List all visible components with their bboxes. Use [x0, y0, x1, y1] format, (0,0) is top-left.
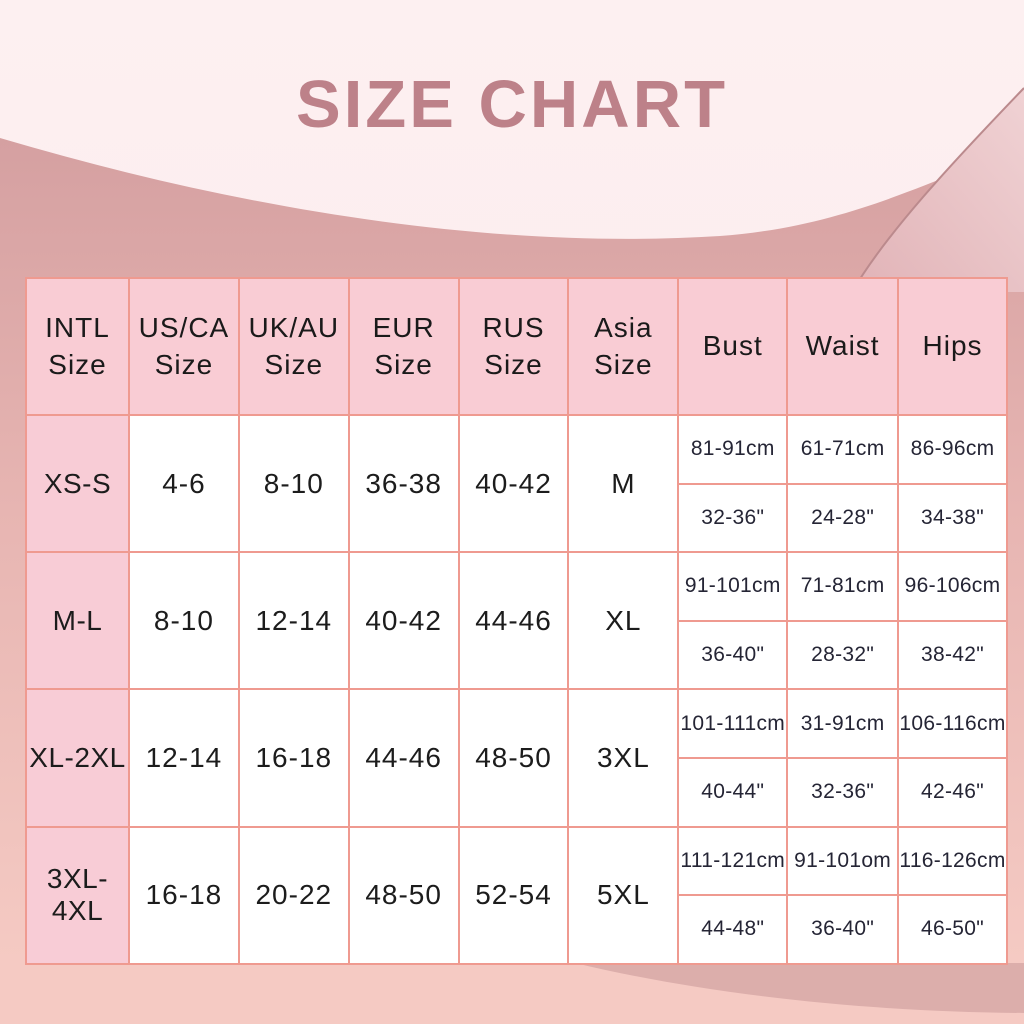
cell-intl-size: XS-S — [25, 413, 130, 554]
cell-waist-in: 32-36" — [786, 756, 900, 828]
cell-intl-size: M-L — [25, 551, 130, 691]
cell-rus-size: 44-46 — [457, 551, 570, 691]
cell-intl-size: 3XL-4XL — [25, 825, 130, 965]
cell-hips-cm: 96-106cm — [897, 551, 1008, 622]
table-row-xl-2xl: XL-2XL 12-14 16-18 44-46 48-50 3XL 101-1… — [25, 688, 1008, 828]
cell-asia-size: M — [567, 413, 680, 554]
cell-asia-size: 3XL — [567, 688, 680, 828]
col-header-bust: Bust — [677, 277, 789, 416]
size-chart-table: INTL Size US/CA Size UK/AU Size EUR Size… — [25, 277, 1008, 965]
cell-waist-in: 24-28" — [786, 482, 900, 554]
table-row-m-l: M-L 8-10 12-14 40-42 44-46 XL 91-101cm 7… — [25, 551, 1008, 691]
cell-asia-size: 5XL — [567, 825, 680, 965]
cell-intl-size: XL-2XL — [25, 688, 130, 828]
wave-wedge-light — [852, 88, 1024, 292]
cell-ukau-size: 20-22 — [237, 825, 350, 965]
col-header-ukau-size: UK/AU Size — [237, 277, 350, 416]
wave-edge-line — [851, 87, 1024, 293]
page-title: SIZE CHART — [296, 67, 728, 142]
cell-usca-size: 8-10 — [128, 551, 240, 691]
col-header-usca-size: US/CA Size — [128, 277, 240, 416]
cell-bust-in: 32-36" — [677, 482, 789, 554]
col-header-hips: Hips — [897, 277, 1008, 416]
cell-hips-in: 42-46" — [897, 756, 1008, 828]
cell-waist-cm: 91-101om — [786, 825, 900, 897]
cell-rus-size: 40-42 — [457, 413, 570, 554]
header-row: INTL Size US/CA Size UK/AU Size EUR Size… — [25, 277, 1008, 416]
cell-eur-size: 44-46 — [347, 688, 460, 828]
cell-rus-size: 52-54 — [457, 825, 570, 965]
col-header-eur-size: EUR Size — [347, 277, 460, 416]
cell-waist-in: 36-40" — [786, 894, 900, 965]
cell-hips-cm: 116-126cm — [897, 825, 1008, 897]
col-header-rus-size: RUS Size — [457, 277, 570, 416]
cell-waist-cm: 71-81cm — [786, 551, 900, 622]
cell-eur-size: 36-38 — [347, 413, 460, 554]
table-row-3xl-4xl: 3XL-4XL 16-18 20-22 48-50 52-54 5XL 111-… — [25, 825, 1008, 965]
cell-hips-in: 34-38" — [897, 482, 1008, 554]
cell-waist-cm: 61-71cm — [786, 414, 900, 485]
table-subrow-3xl-4xl-inches: 44-48" 36-40" 46-50" — [26, 894, 1008, 965]
cell-bust-in: 36-40" — [677, 619, 789, 691]
col-header-waist: Waist — [786, 277, 900, 416]
cell-bust-in: 44-48" — [677, 894, 789, 965]
cell-eur-size: 40-42 — [347, 551, 460, 691]
cell-usca-size: 4-6 — [128, 413, 240, 554]
cell-ukau-size: 12-14 — [237, 551, 350, 691]
col-header-asia-size: Asia Size — [567, 277, 680, 416]
table-subrow-xs-s-inches: 32-36" 24-28" 34-38" — [26, 482, 1008, 554]
cell-usca-size: 16-18 — [128, 825, 240, 965]
cell-eur-size: 48-50 — [347, 825, 460, 965]
cell-hips-in: 46-50" — [897, 894, 1008, 965]
cell-bust-cm: 91-101cm — [677, 551, 789, 622]
cell-hips-cm: 86-96cm — [897, 414, 1008, 485]
wave-bottom-dark — [575, 963, 1024, 1013]
table-subrow-xl-2xl-inches: 40-44" 32-36" 42-46" — [26, 756, 1008, 828]
cell-usca-size: 12-14 — [128, 688, 240, 828]
table-subrow-m-l-inches: 36-40" 28-32" 38-42" — [26, 619, 1008, 691]
cell-ukau-size: 8-10 — [237, 413, 350, 554]
cell-hips-cm: 106-116cm — [897, 688, 1008, 759]
cell-bust-in: 40-44" — [677, 756, 789, 828]
cell-asia-size: XL — [567, 551, 680, 691]
cell-bust-cm: 81-91cm — [677, 414, 789, 485]
cell-rus-size: 48-50 — [457, 688, 570, 828]
col-header-intl-size: INTL Size — [25, 277, 130, 416]
cell-waist-in: 28-32" — [786, 619, 900, 691]
cell-bust-cm: 111-121cm — [677, 825, 789, 897]
cell-waist-cm: 31-91cm — [786, 688, 900, 759]
cell-bust-cm: 101-111cm — [677, 688, 789, 759]
cell-hips-in: 38-42" — [897, 619, 1008, 691]
table-row-xs-s: XS-S 4-6 8-10 36-38 40-42 M 81-91cm 61-7… — [25, 413, 1008, 554]
cell-ukau-size: 16-18 — [237, 688, 350, 828]
